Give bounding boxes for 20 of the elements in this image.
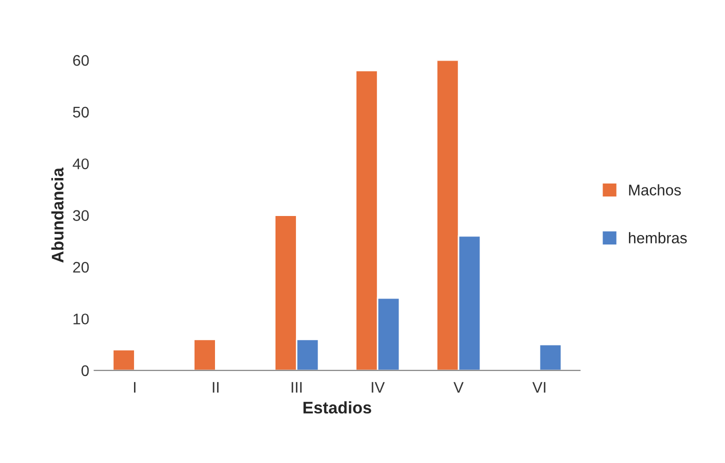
legend-label: hembras — [628, 232, 687, 244]
bar — [193, 338, 216, 370]
x-tick-label: II — [212, 382, 219, 393]
y-tick-label: 60 — [73, 55, 89, 66]
x-tick-label: VI — [532, 382, 546, 393]
bar — [112, 349, 136, 370]
y-axis-title: Abundancia — [51, 167, 64, 263]
y-tick-label: 10 — [74, 314, 89, 324]
bar — [538, 344, 562, 370]
y-tick-label: 50 — [73, 106, 89, 118]
x-tick-label: I — [134, 382, 136, 393]
x-tick-label: IV — [372, 382, 385, 393]
x-axis-title: Estadios — [304, 401, 372, 414]
y-tick-label: 0 — [81, 365, 89, 376]
x-tick-label: III — [292, 382, 302, 393]
y-tick-label: 40 — [72, 158, 89, 170]
y-tick-label: 30 — [72, 210, 89, 221]
legend-label: Machos — [629, 184, 681, 196]
y-tick-label: 20 — [73, 262, 89, 273]
x-tick-label: V — [454, 382, 464, 393]
